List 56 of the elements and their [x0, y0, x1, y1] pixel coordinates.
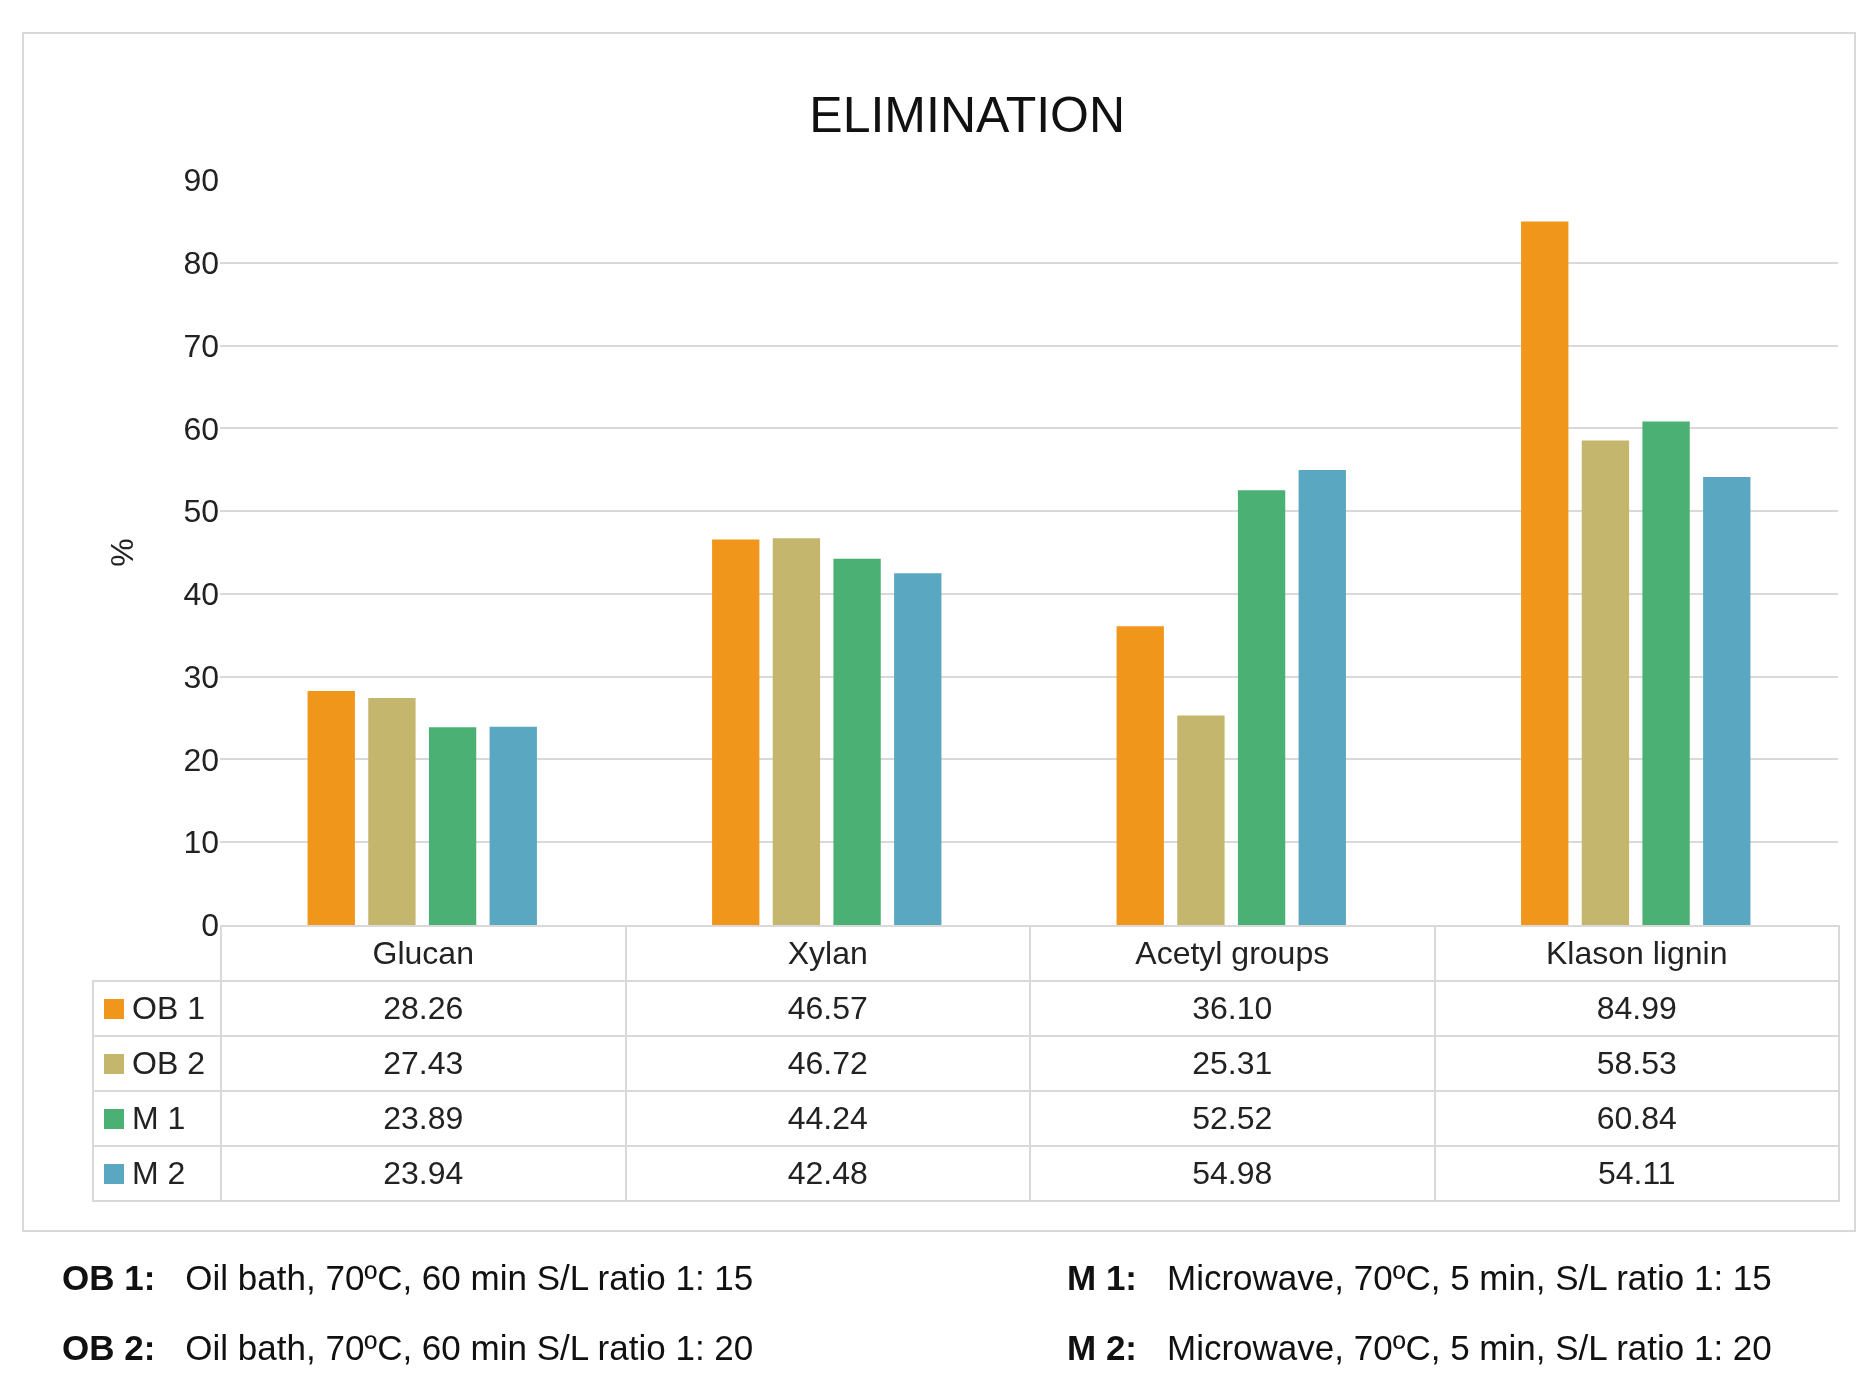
- data-label: 44.24: [625, 1091, 1030, 1146]
- bar: [1298, 469, 1346, 925]
- bar: [1116, 626, 1164, 925]
- data-label: 36.10: [1030, 981, 1435, 1036]
- y-tick-label: 20: [183, 741, 219, 778]
- text: M 1: Microwave, 70ºC, 5 min, S/L ratio 1: 15: [1067, 1258, 1773, 1298]
- data-label: 42.48: [625, 1146, 1030, 1201]
- legend-label: OB 2: [93, 1036, 221, 1091]
- data-label: 84.99: [1434, 981, 1839, 1036]
- bar: [772, 538, 821, 925]
- bar: [368, 697, 416, 925]
- bar: [1521, 221, 1569, 925]
- legend-label: M 2: [93, 1146, 221, 1201]
- bar: [1237, 490, 1286, 925]
- text: OB 2: Oil bath, 70ºC, 60 min S/L ratio 1: 20: [62, 1328, 755, 1368]
- data-label: 28.26: [221, 981, 626, 1036]
- bar: [1703, 477, 1751, 925]
- data-label: 46.57: [625, 981, 1030, 1036]
- bar: [307, 691, 355, 925]
- bar: [489, 726, 537, 925]
- y-tick-label: 70: [183, 327, 219, 364]
- x-tick-label: Acetyl groups: [1030, 926, 1435, 981]
- x-tick-label: Klason lignin: [1434, 926, 1839, 981]
- bar: [833, 558, 881, 925]
- y-tick-label: 0: [201, 907, 219, 944]
- data-label: 25.31: [1030, 1036, 1435, 1091]
- y-tick-label: 50: [183, 493, 219, 530]
- chart-title: ELIMINATION: [809, 87, 1126, 143]
- y-axis-title: %: [103, 538, 140, 567]
- data-label: 52.52: [1030, 1091, 1435, 1146]
- data-label: 46.72: [625, 1036, 1030, 1091]
- x-tick-label: Xylan: [625, 926, 1030, 981]
- data-label: 27.43: [221, 1036, 626, 1091]
- y-tick-label: 30: [183, 658, 219, 695]
- text: M 2: Microwave, 70ºC, 5 min, S/L ratio 1: 20: [1067, 1328, 1773, 1368]
- data-label: 23.94: [221, 1146, 626, 1201]
- bar: [894, 573, 942, 925]
- data-label: 60.84: [1434, 1091, 1839, 1146]
- legend-label: OB 1: [93, 981, 221, 1036]
- data-label: 54.98: [1030, 1146, 1435, 1201]
- data-label: 54.11: [1434, 1146, 1839, 1201]
- y-tick-label: 90: [183, 162, 219, 199]
- bar: [1177, 715, 1225, 925]
- bar: [1642, 421, 1690, 925]
- bar: [1581, 440, 1630, 925]
- bar: [712, 539, 760, 925]
- y-tick-label: 60: [183, 410, 219, 447]
- y-tick-label: 10: [183, 824, 219, 861]
- bar: [428, 727, 477, 925]
- y-tick-label: 40: [183, 576, 219, 613]
- x-tick-label: Glucan: [221, 926, 626, 981]
- legend-label: M 1: [93, 1091, 221, 1146]
- data-label: 23.89: [221, 1091, 626, 1146]
- text: OB 1: Oil bath, 70ºC, 60 min S/L ratio 1: 15: [62, 1258, 755, 1298]
- data-label: 58.53: [1434, 1036, 1839, 1091]
- y-tick-label: 80: [183, 244, 219, 281]
